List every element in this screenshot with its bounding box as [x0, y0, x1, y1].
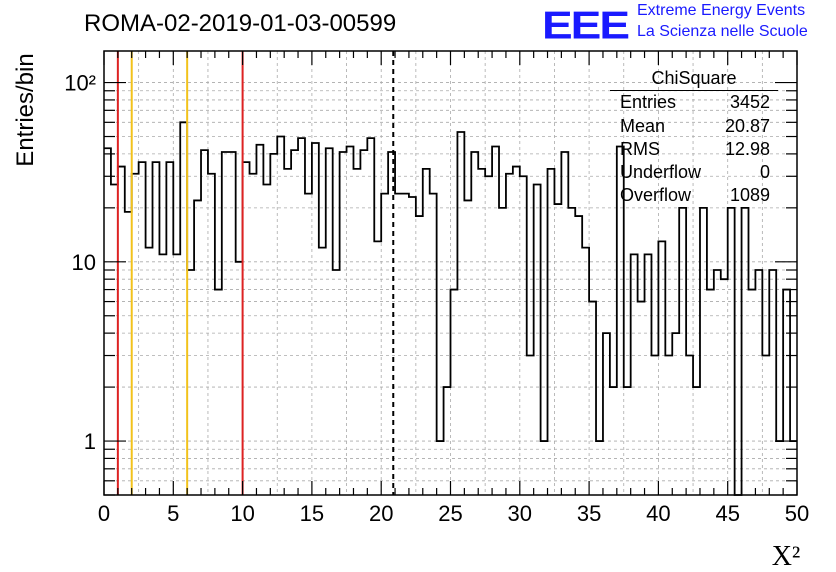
x-tick-label: 30 — [508, 501, 532, 526]
x-tick-label: 40 — [646, 501, 670, 526]
x-tick-label: 25 — [438, 501, 462, 526]
stat-value: 20.87 — [724, 116, 770, 136]
y-tick-label: 1 — [84, 429, 96, 454]
stat-value: 12.98 — [724, 139, 770, 159]
stat-label: Entries — [620, 92, 677, 112]
stats-box-title: ChiSquare — [651, 68, 737, 88]
x-tick-label: 15 — [300, 501, 324, 526]
x-tick-label: 20 — [369, 501, 393, 526]
logo-line-2: La Scienza nelle Scuole — [637, 23, 808, 40]
x-tick-label: 45 — [715, 501, 739, 526]
y-tick-label: 10 — [72, 250, 96, 275]
stat-value: 3452 — [729, 92, 770, 112]
stat-label: Overflow — [620, 185, 692, 205]
y-axis-label: Entries/bin — [12, 53, 39, 166]
stat-label: RMS — [620, 139, 660, 159]
histogram-series — [104, 121, 797, 496]
stat-label: Mean — [620, 116, 666, 136]
stat-label: Underflow — [620, 162, 702, 182]
x-tick-label: 10 — [230, 501, 254, 526]
x-axis-label: X² — [772, 541, 801, 572]
eee-logo-mark: EEE — [542, 2, 630, 48]
x-tick-label: 5 — [167, 501, 179, 526]
y-tick-label: 10² — [64, 71, 96, 96]
stat-value: 1089 — [729, 185, 770, 205]
x-tick-label: 0 — [98, 501, 110, 526]
stats-box-divider — [610, 90, 778, 91]
chart-title: ROMA-02-2019-01-03-00599 — [84, 10, 397, 37]
x-tick-label: 50 — [785, 501, 809, 526]
logo-line-1: Extreme Energy Events — [637, 2, 806, 19]
x-tick-label: 35 — [577, 501, 601, 526]
stat-value: 0 — [759, 162, 770, 182]
